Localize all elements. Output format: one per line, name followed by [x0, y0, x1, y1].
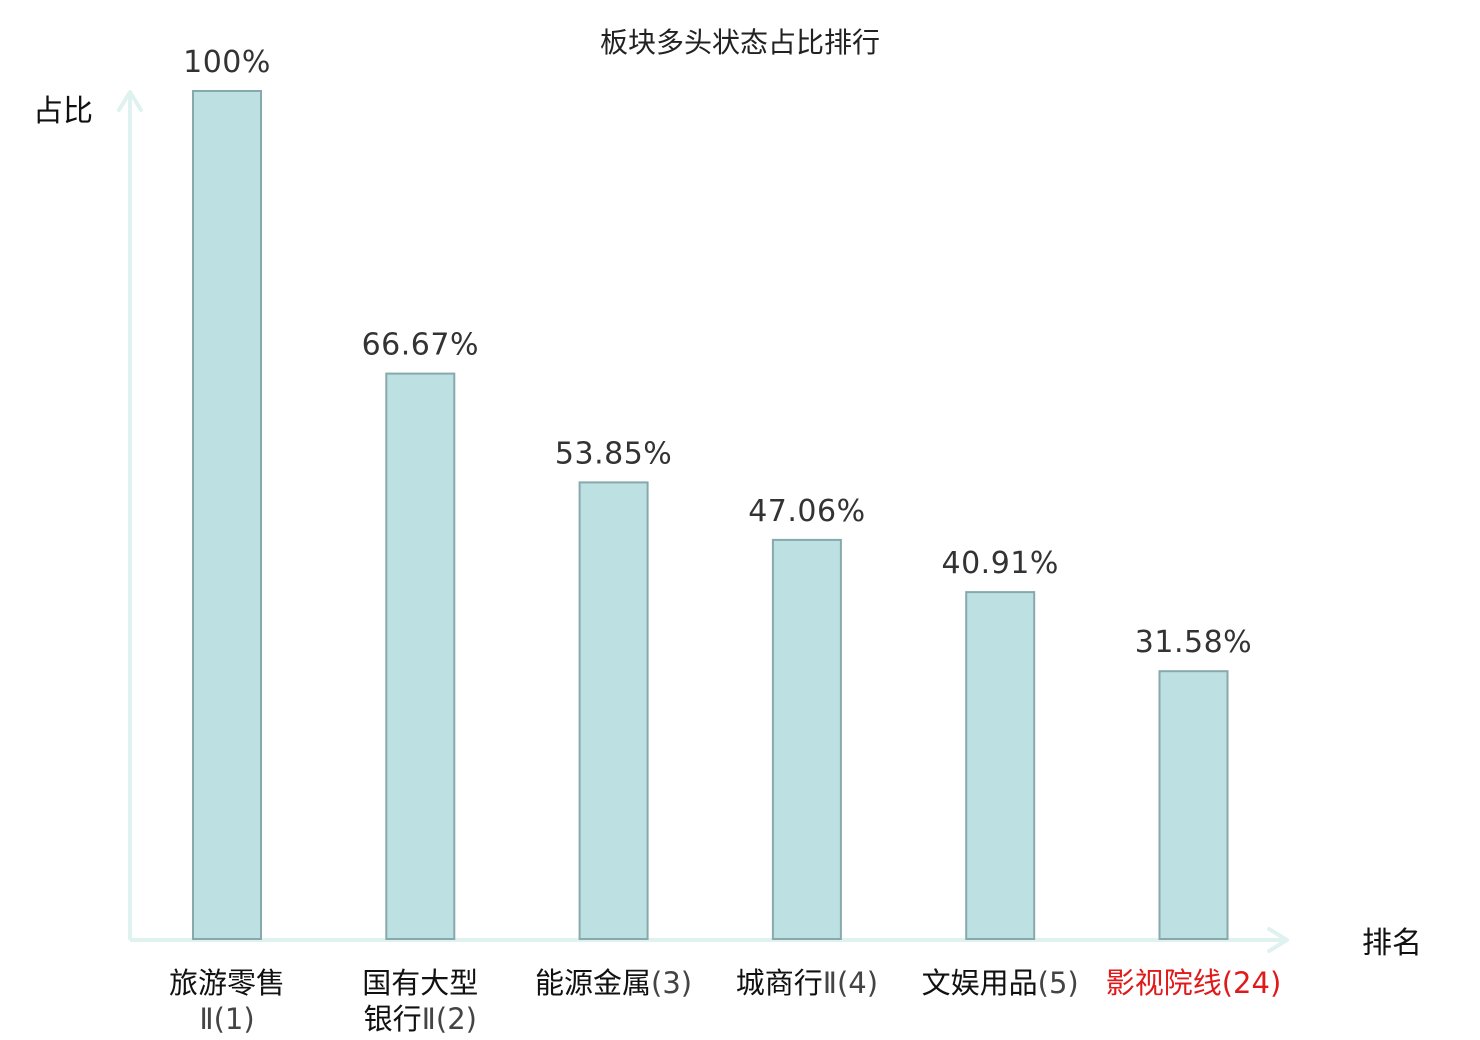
bars-group [192, 90, 1229, 941]
x-tick-label: 城商行Ⅱ(4) [736, 966, 878, 1000]
x-tick-label: 国有大型 [362, 966, 478, 1000]
bar [965, 591, 1036, 940]
x-tick-label-rank: (3) [651, 966, 692, 1000]
x-tick-label-rank: (5) [1038, 966, 1079, 1000]
x-tick-label: Ⅱ(1) [199, 1002, 254, 1036]
x-tick-label-name: 影视院线 [1106, 966, 1222, 1000]
bar [578, 481, 649, 940]
x-tick-label-name: 文娱用品 [922, 966, 1038, 1000]
x-tick-label-name: 旅游零售 [169, 966, 285, 1000]
x-tick-label: 旅游零售 [169, 966, 285, 1000]
x-tick-label: 文娱用品(5) [922, 966, 1079, 1000]
chart-title: 板块多头状态占比排行 [600, 26, 880, 59]
bar [1158, 670, 1229, 940]
x-axis-label: 排名 [1362, 926, 1422, 961]
x-tick-label-name: 国有大型 [362, 966, 478, 1000]
bar-value-label: 47.06% [748, 494, 865, 529]
value-labels-group: 100% 66.67% 53.85% 47.06% 40.91% 31.58% [183, 45, 1252, 660]
bar [771, 538, 842, 941]
x-tick-label-name: 银行 [364, 1002, 422, 1036]
y-axis [117, 90, 143, 940]
x-tick-label: 影视院线(24) [1106, 966, 1282, 1000]
y-axis-label: 占比 [33, 94, 93, 129]
bar-value-label: 100% [183, 45, 271, 80]
x-tick-label-name: 城商行 [736, 966, 823, 1000]
bar [192, 90, 262, 940]
x-tick-label: 银行Ⅱ(2) [364, 1002, 477, 1036]
x-tick-label-rank: Ⅱ(4) [823, 966, 878, 1000]
bar [385, 372, 456, 941]
bar-value-label: 40.91% [942, 546, 1059, 581]
bar-value-label: 31.58% [1135, 625, 1252, 660]
x-tick-label-name: 能源金属 [535, 966, 651, 1000]
x-tick-label-rank: Ⅱ(2) [422, 1002, 477, 1036]
x-axis [130, 927, 1289, 953]
x-tick-label-rank: Ⅱ(1) [199, 1002, 254, 1036]
x-tick-label: 能源金属(3) [535, 966, 692, 1000]
bar-value-label: 53.85% [555, 436, 672, 471]
x-tick-label-rank: (24) [1222, 966, 1282, 1000]
bar-value-label: 66.67% [362, 328, 479, 363]
